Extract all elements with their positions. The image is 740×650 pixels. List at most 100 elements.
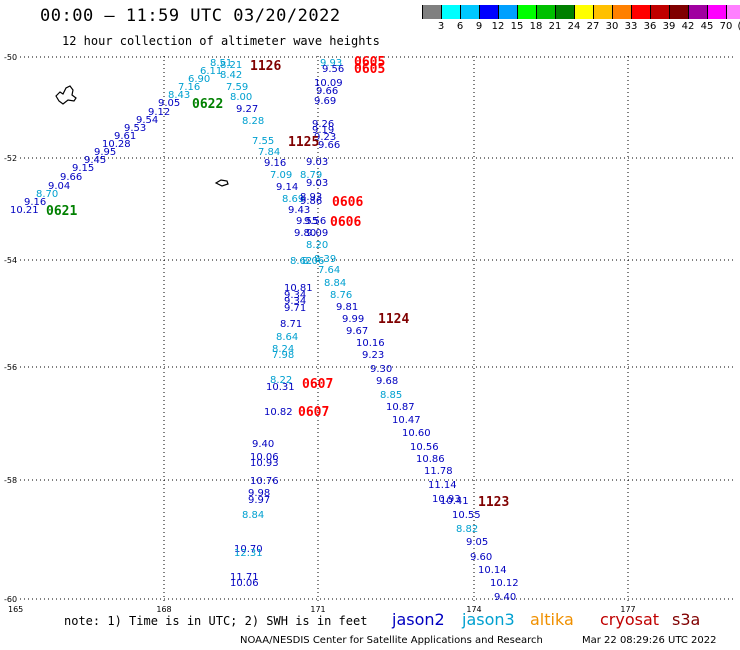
legend-tick-label: 3 [437, 21, 445, 32]
wave-height-value: 9.23 [314, 132, 336, 143]
wave-height-value: 7.16 [178, 82, 200, 93]
color-legend [422, 5, 740, 19]
wave-height-value: 11.78 [424, 466, 453, 477]
wave-height-value: 8.71 [280, 319, 302, 330]
legend-tick-label: 39 [662, 21, 676, 32]
legend-swatch [613, 5, 632, 19]
legend-tick-label: 21 [548, 21, 562, 32]
wave-height-value: 10.47 [392, 415, 421, 426]
legend-tick-label: 45 [700, 21, 714, 32]
legend-swatch [499, 5, 518, 19]
wave-height-value: 8.62 [290, 256, 312, 267]
wave-height-value: 9.66 [318, 140, 340, 151]
wave-height-value: 8.51 [210, 58, 232, 69]
pass-time-label: 1124 [378, 312, 409, 327]
pass-time-label: 0607 [298, 405, 329, 420]
wave-height-value: 10.12 [490, 578, 519, 589]
lat-tick-label: -58 [4, 476, 17, 485]
wave-height-value: 9.66 [316, 86, 338, 97]
wave-height-value: 10.82 [264, 407, 293, 418]
legend-tick-label: 70 [719, 21, 733, 32]
legend-tick-label: 18 [529, 21, 543, 32]
wave-height-value: 9.26 [312, 119, 334, 130]
legend-tick-label: 42 [681, 21, 695, 32]
footer-note: note: 1) Time is in UTC; 2) SWH is in fe… [64, 614, 368, 628]
wave-height-value: 10.76 [250, 476, 279, 487]
wave-height-value: 10.28 [102, 139, 131, 150]
wave-height-value: 9.05 [158, 98, 180, 109]
wave-height-value: 9.34 [284, 296, 306, 307]
wave-height-value: 9.40 [252, 439, 274, 450]
legend-swatch [708, 5, 727, 19]
wave-height-value: 10.22 [0, 0, 29, 3]
wave-height-value: 11.71 [230, 572, 259, 583]
lon-tick-label: 171 [310, 605, 325, 614]
wave-height-value: 7.09 [270, 170, 292, 181]
wave-height-value: 8.82 [456, 524, 478, 535]
generation-timestamp: Mar 22 08:29:26 UTC 2022 [582, 635, 717, 646]
wave-height-value: 10.41 [440, 496, 469, 507]
wave-height-value: 9.16 [264, 158, 286, 169]
wave-height-value: 12.31 [234, 548, 263, 559]
wave-height-value: 9.67 [346, 326, 368, 337]
legend-swatch [422, 5, 442, 19]
legend-swatch [670, 5, 689, 19]
lat-tick-label: -60 [4, 595, 17, 604]
wave-height-value: 8.06 [302, 256, 324, 267]
wave-height-value: 8.00 [230, 92, 252, 103]
wave-height-value: 10.55 [452, 510, 481, 521]
wave-height-value: 9.15 [72, 163, 94, 174]
wave-height-value: 9.40 [494, 592, 516, 603]
auckland-islands-land [55, 85, 77, 105]
wave-height-value: 9.56 [304, 216, 326, 227]
wave-height-value: 9.05 [466, 537, 488, 548]
wave-height-value: 9.60 [470, 552, 492, 563]
wave-height-value: 9.03 [306, 178, 328, 189]
pass-time-label: 0605 [354, 62, 385, 77]
legend-jason2: jason2 [392, 610, 445, 629]
lat-tick-label: -54 [4, 256, 17, 265]
lat-tick-label: -52 [4, 154, 17, 163]
wave-height-value: 9.30 [370, 364, 392, 375]
wave-height-value: 9.53 [124, 123, 146, 134]
wave-height-value: 9.54 [136, 115, 158, 126]
wave-height-value: 8.76 [330, 290, 352, 301]
legend-swatch [575, 5, 594, 19]
wave-height-value: 10.93 [432, 494, 461, 505]
wave-height-value: 8.69 [282, 194, 304, 205]
wave-height-value: 9.55 [296, 216, 318, 227]
wave-height-value: 8.64 [276, 332, 298, 343]
legend-swatch [518, 5, 537, 19]
wave-height-value: 9.80 [294, 228, 316, 239]
page-subtitle: 12 hour collection of altimeter wave hei… [62, 34, 380, 48]
legend-swatch [632, 5, 651, 19]
wave-height-value: 8.20 [306, 240, 328, 251]
legend-swatch [689, 5, 708, 19]
page-title: 00:00 – 11:59 UTC 03/20/2022 [40, 6, 341, 26]
wave-height-value: 9.34 [284, 290, 306, 301]
wave-height-value: 9.68 [376, 376, 398, 387]
legend-altika: altika [530, 610, 574, 629]
pass-time-label: 0605 [354, 55, 385, 70]
pass-time-label: 1126 [250, 59, 281, 74]
wave-height-value: 10.86 [416, 454, 445, 465]
wave-height-value: 9.98 [248, 488, 270, 499]
wave-height-value: 9.23 [362, 350, 384, 361]
legend-swatch [594, 5, 613, 19]
wave-height-value: 9.09 [306, 228, 328, 239]
wave-height-value: 8.28 [242, 116, 264, 127]
wave-height-value: 8.84 [242, 510, 264, 521]
legend-swatch [651, 5, 670, 19]
wave-height-value: 10.22 [0, 0, 29, 3]
wave-height-value: 10.16 [356, 338, 385, 349]
legend-s3a: s3a [672, 610, 701, 629]
wave-height-value: 10.31 [266, 382, 295, 393]
wave-height-value: 10.21 [10, 205, 39, 216]
wave-height-value: 8.79 [300, 170, 322, 181]
legend-tick-label: 27 [586, 21, 600, 32]
wave-height-value: 9.04 [48, 181, 70, 192]
wave-height-value: 8.70 [36, 189, 58, 200]
wave-height-value: 10.09 [314, 78, 343, 89]
lat-tick-label: -50 [4, 53, 17, 62]
wave-height-value: 7.55 [252, 136, 274, 147]
